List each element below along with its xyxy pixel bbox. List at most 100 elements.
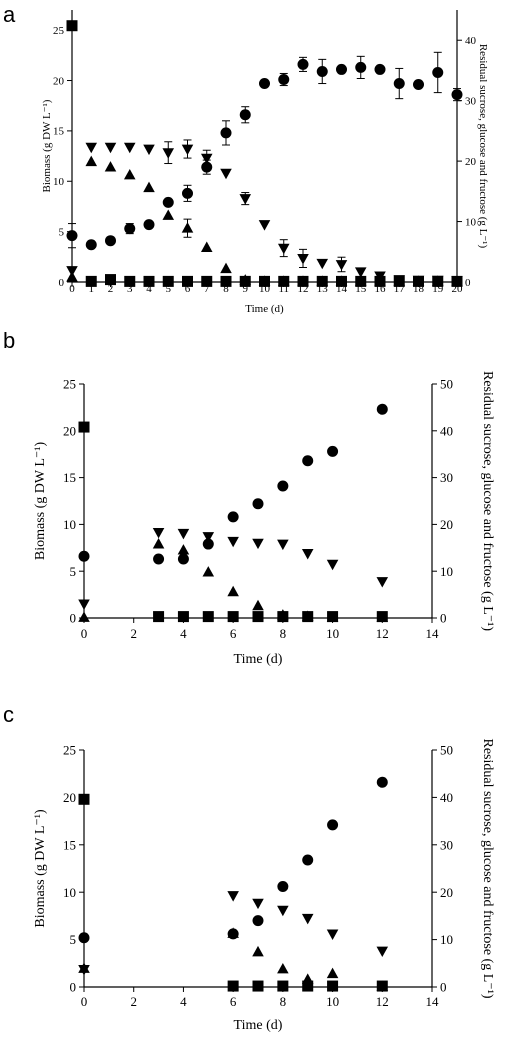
data-point-triangle-down	[252, 538, 264, 550]
data-point-square	[336, 275, 347, 287]
data-point-square	[277, 611, 289, 623]
y-tick-label: 5	[59, 226, 65, 238]
data-point-triangle-up	[252, 945, 264, 957]
data-point-square	[376, 980, 388, 992]
data-point-triangle-up	[277, 962, 289, 974]
x-tick-label: 4	[146, 283, 152, 295]
data-point-square	[202, 611, 214, 623]
data-point-circle	[78, 550, 90, 562]
data-point-square	[252, 980, 264, 992]
data-point-circle	[105, 235, 116, 247]
x-tick-label: 8	[223, 283, 229, 295]
panel-label: c	[3, 702, 14, 727]
y-axis-label: Biomass (g DW L⁻¹)	[33, 442, 48, 561]
data-point-triangle-down	[301, 549, 314, 560]
data-point-triangle-down	[104, 142, 117, 154]
x-tick-label: 16	[375, 283, 387, 295]
y-tick-label: 20	[53, 75, 65, 87]
data-point-square	[239, 275, 251, 287]
data-point-square	[105, 274, 116, 286]
y2-tick-label: 10	[440, 564, 453, 579]
data-point-triangle-down	[227, 891, 239, 902]
data-point-square	[355, 275, 367, 287]
data-point-triangle-up	[326, 967, 339, 979]
data-point-circle	[252, 915, 264, 927]
data-point-circle	[302, 854, 314, 866]
y2-tick-label: 30	[440, 837, 453, 852]
x-tick-label: 0	[81, 994, 88, 1009]
data-point-triangle-down	[152, 527, 165, 539]
data-point-square	[227, 611, 239, 623]
x-tick-label: 14	[336, 283, 348, 295]
y-tick-label: 0	[59, 277, 65, 289]
panel-a: a 0 1 2 3 4 5 6 7 8 9 10 11 12 13 14 15 16 17 18 19 20 0 5 10 15…	[0, 0, 505, 320]
x-tick-label: 12	[376, 626, 389, 641]
x-tick-label: 9	[243, 283, 249, 295]
data-point-triangle-down	[376, 577, 389, 588]
panel-label: a	[3, 2, 16, 27]
data-point-circle	[393, 78, 405, 90]
y2-tick-label: 10	[465, 216, 477, 228]
data-point-square	[124, 275, 136, 287]
x-tick-label: 0	[81, 626, 88, 641]
x-tick-label: 4	[180, 994, 187, 1009]
data-point-triangle-up	[85, 155, 98, 167]
data-point-circle	[374, 63, 386, 75]
data-point-triangle-down	[227, 536, 239, 548]
data-point-triangle-up	[177, 544, 190, 555]
data-point-triangle-up	[78, 962, 90, 973]
data-point-triangle-up	[66, 271, 78, 282]
data-point-circle	[201, 161, 213, 173]
y-tick-label: 0	[70, 980, 77, 995]
data-point-square	[78, 421, 90, 433]
data-point-circle	[316, 65, 328, 77]
data-point-circle	[277, 881, 289, 893]
y-tick-label: 25	[63, 377, 76, 392]
data-point-triangle-down	[143, 144, 155, 156]
data-point-square	[153, 611, 165, 623]
panel-c: c 0 2 4 6 8 10 12 14 0 5 10 15 20 25 0 10 20 30 40 50 Time (…	[0, 690, 505, 1042]
data-point-square	[66, 20, 78, 32]
data-point-circle	[327, 819, 339, 831]
data-point-triangle-down	[354, 267, 367, 278]
y2-tick-label: 20	[440, 885, 453, 900]
data-point-triangle-up	[104, 161, 117, 172]
data-point-triangle-down	[202, 532, 215, 543]
y2-tick-label: 40	[465, 35, 477, 47]
data-point-triangle-down	[162, 148, 175, 159]
y-tick-label: 0	[70, 611, 77, 626]
data-point-circle	[182, 187, 193, 199]
data-point-triangle-up	[162, 209, 175, 220]
data-point-triangle-down	[301, 913, 314, 925]
data-point-square	[327, 980, 339, 992]
data-point-triangle-down	[316, 258, 329, 270]
y-tick-label: 15	[63, 470, 76, 485]
data-point-square	[302, 980, 314, 992]
y-axis-label: Biomass (g DW L⁻¹)	[33, 809, 48, 928]
x-tick-label: 3	[127, 283, 133, 295]
data-point-triangle-down	[376, 946, 389, 958]
x-tick-label: 12	[298, 283, 309, 295]
x-axis-label: Time (d)	[234, 1018, 283, 1033]
x-tick-label: 10	[326, 994, 339, 1009]
data-point-square	[432, 275, 444, 287]
y2-axis-label: Residual sucrose, glucose and fructose (…	[480, 371, 495, 631]
x-tick-label: 15	[355, 283, 367, 295]
data-point-circle	[278, 74, 290, 86]
y2-tick-label: 0	[465, 277, 471, 289]
data-point-square	[162, 275, 174, 287]
data-point-triangle-up	[78, 611, 90, 622]
y2-tick-label: 20	[465, 156, 477, 168]
data-point-square	[220, 275, 232, 287]
data-point-triangle-down	[181, 144, 194, 156]
y-tick-label: 20	[63, 423, 76, 438]
y2-tick-label: 40	[440, 790, 453, 805]
x-tick-label: 11	[278, 283, 289, 295]
y-tick-label: 15	[63, 837, 76, 852]
x-tick-label: 2	[130, 994, 137, 1009]
data-point-circle	[327, 445, 339, 457]
x-tick-label: 8	[280, 626, 287, 641]
x-axis-label: Time (d)	[245, 303, 284, 315]
data-point-square	[259, 275, 270, 287]
data-point-triangle-down	[326, 929, 339, 940]
